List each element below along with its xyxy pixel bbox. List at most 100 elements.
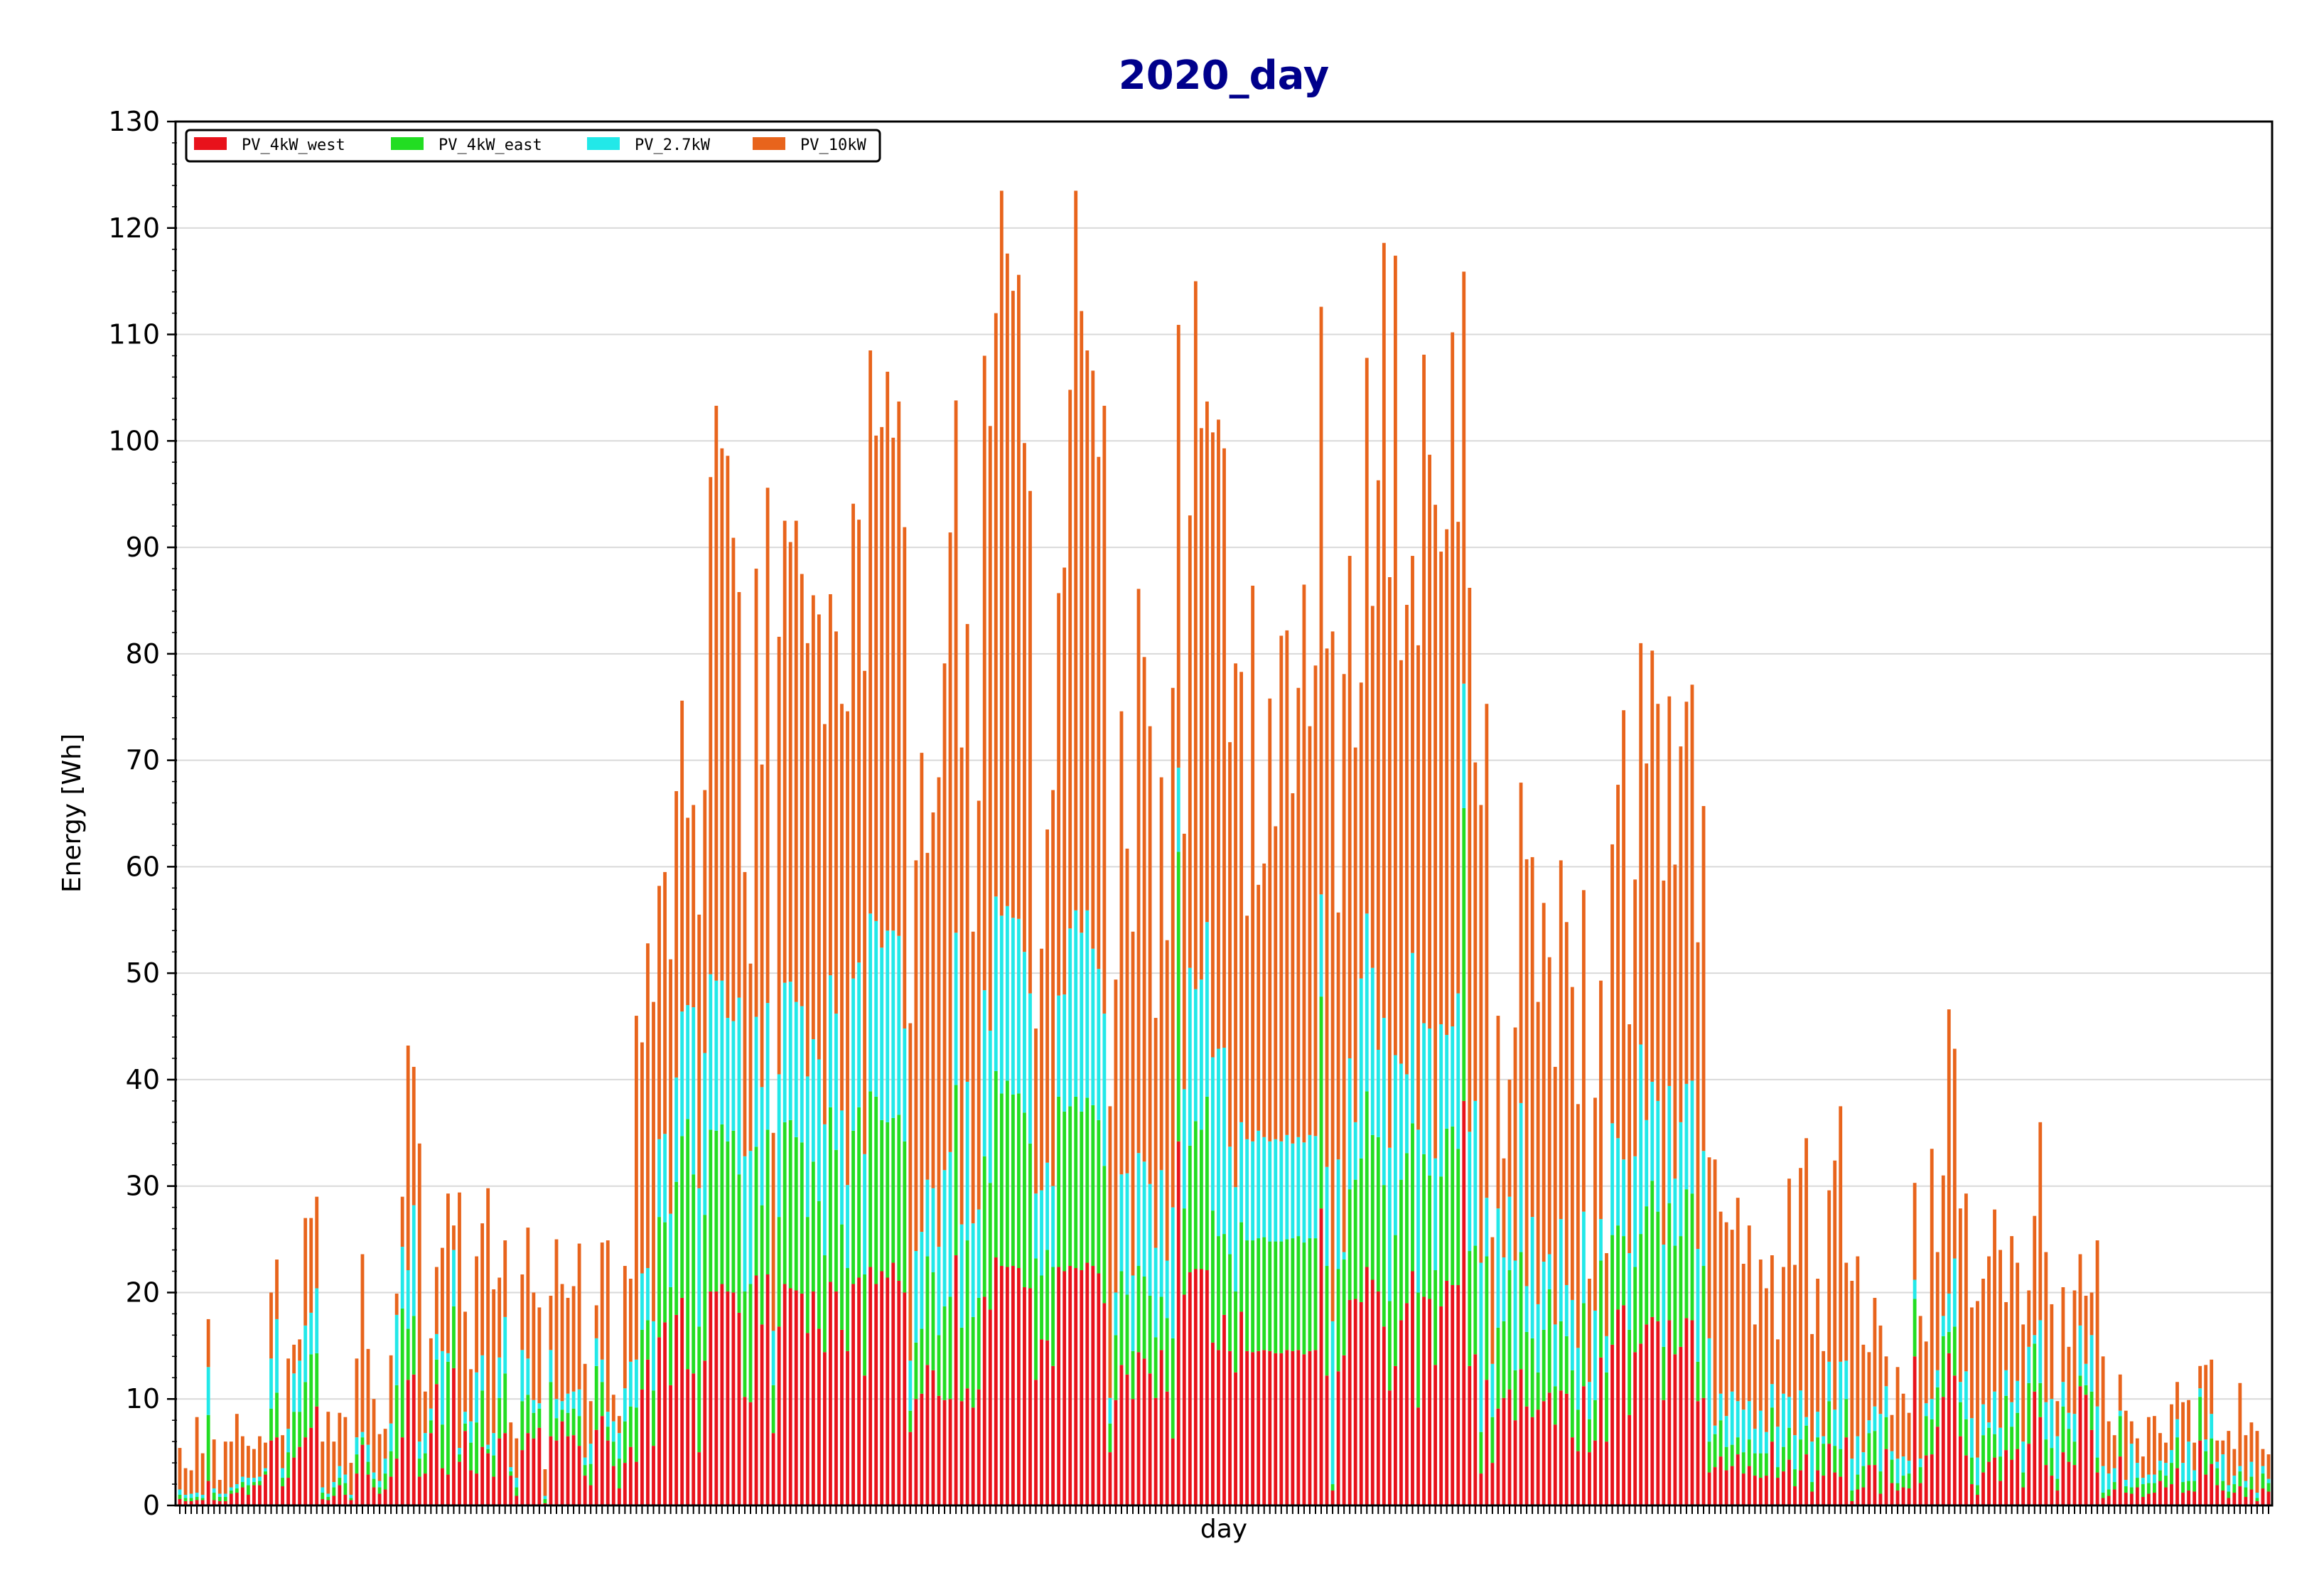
- bar-segment: [503, 1316, 507, 1374]
- bar-segment: [423, 1391, 427, 1434]
- bar-segment: [1165, 1391, 1169, 1505]
- bar-segment: [2215, 1485, 2220, 1505]
- bar-segment: [829, 1282, 832, 1505]
- bar-segment: [1405, 1074, 1409, 1154]
- bar-segment: [880, 947, 884, 1120]
- bar-segment: [275, 1260, 279, 1319]
- bar-segment: [868, 1267, 873, 1505]
- y-axis-label: Energy [Wh]: [58, 734, 87, 893]
- bar-segment: [646, 943, 650, 1269]
- bar-segment: [2238, 1471, 2242, 1487]
- bar-segment: [965, 1081, 969, 1241]
- y-tick-label: 30: [126, 1171, 160, 1202]
- bar-segment: [948, 1296, 952, 1400]
- bar-segment: [2084, 1363, 2088, 1385]
- bar-segment: [1884, 1386, 1888, 1417]
- bar-segment: [1696, 942, 1700, 1250]
- bar-segment: [1296, 1350, 1301, 1505]
- bar-segment: [1199, 1129, 1203, 1269]
- bar-segment: [492, 1455, 496, 1477]
- bar-segment: [1097, 969, 1101, 1120]
- bar-segment: [1119, 1174, 1124, 1272]
- bar-segment: [897, 1280, 901, 1505]
- bar-segment: [1125, 1294, 1129, 1375]
- bar-segment: [2101, 1498, 2105, 1505]
- bar-segment: [298, 1360, 302, 1412]
- bar-segment: [1011, 1266, 1015, 1505]
- bar-segment: [349, 1463, 353, 1495]
- bar-segment: [1816, 1470, 1820, 1505]
- bar-segment: [686, 1119, 690, 1370]
- bar-segment: [1017, 918, 1021, 1094]
- bar-segment: [1102, 1014, 1107, 1166]
- bar-segment: [292, 1457, 296, 1505]
- bar-segment: [1696, 1361, 1700, 1402]
- bar-segment: [1479, 1432, 1483, 1474]
- bar-segment: [800, 1293, 804, 1505]
- bar-segment: [1753, 1324, 1757, 1429]
- bar-segment: [1901, 1456, 1905, 1476]
- bar-segment: [2232, 1484, 2237, 1493]
- bar-segment: [1718, 1420, 1723, 1457]
- bar-segment: [1251, 1240, 1255, 1353]
- bar-segment: [2118, 1416, 2122, 1457]
- bar-segment: [1724, 1222, 1728, 1417]
- bar-segment: [2227, 1485, 2231, 1492]
- bar-segment: [200, 1495, 205, 1498]
- bar-segment: [2050, 1399, 2054, 1449]
- bar-segment: [663, 871, 667, 1134]
- bar-segment: [1890, 1414, 1894, 1451]
- bar-segment: [2061, 1287, 2065, 1382]
- bar-segment: [240, 1436, 244, 1477]
- bar-segment: [628, 1361, 633, 1407]
- bar-segment: [2129, 1487, 2134, 1494]
- bar-segment: [720, 1124, 724, 1284]
- bar-segment: [1884, 1417, 1888, 1449]
- bar-segment: [982, 990, 986, 1156]
- bar-segment: [2033, 1391, 2037, 1505]
- bar-segment: [1399, 1179, 1403, 1321]
- bar-segment: [1193, 989, 1198, 1122]
- bar-segment: [737, 1174, 741, 1313]
- bar-segment: [2027, 1290, 2031, 1347]
- bar-segment: [1080, 311, 1084, 933]
- bar-segment: [1553, 1066, 1557, 1325]
- bar-segment: [914, 1251, 918, 1343]
- bar-segment: [2118, 1410, 2122, 1417]
- bar-segment: [178, 1448, 182, 1490]
- bar-segment: [748, 1151, 753, 1284]
- bar-segment: [1034, 1029, 1038, 1194]
- bar-segment: [868, 913, 873, 1092]
- bar-segment: [1217, 1048, 1220, 1237]
- bar-segment: [2215, 1468, 2220, 1486]
- bar-segment: [1867, 1465, 1871, 1505]
- bar-segment: [1673, 1245, 1677, 1355]
- bar-segment: [1593, 1310, 1597, 1400]
- bar-segment: [1428, 1029, 1431, 1176]
- bar-segment: [1576, 1348, 1580, 1410]
- bar-segment: [1878, 1325, 1883, 1414]
- bar-segment: [709, 974, 713, 1130]
- bar-segment: [965, 623, 969, 1082]
- bar-segment: [931, 1370, 935, 1505]
- bar-segment: [1068, 1266, 1072, 1505]
- bar-segment: [1758, 1410, 1763, 1454]
- bar-segment: [1713, 1434, 1717, 1468]
- bar-segment: [1935, 1387, 1940, 1427]
- bar-segment: [743, 1291, 747, 1397]
- bar-segment: [1878, 1493, 1883, 1505]
- bar-segment: [1690, 1080, 1694, 1194]
- bar-segment: [1782, 1393, 1785, 1447]
- bar-segment: [1405, 1153, 1409, 1304]
- bar-segment: [486, 1453, 490, 1505]
- bar-segment: [868, 350, 873, 914]
- bar-segment: [1747, 1225, 1751, 1402]
- bar-segment: [1861, 1452, 1866, 1466]
- bar-segment: [2050, 1476, 2054, 1505]
- bar-segment: [1285, 1134, 1289, 1240]
- bar-segment: [2072, 1414, 2077, 1442]
- bar-segment: [258, 1481, 262, 1486]
- bar-segment: [183, 1501, 188, 1505]
- bar-segment: [829, 975, 832, 1107]
- bar-segment: [383, 1473, 387, 1490]
